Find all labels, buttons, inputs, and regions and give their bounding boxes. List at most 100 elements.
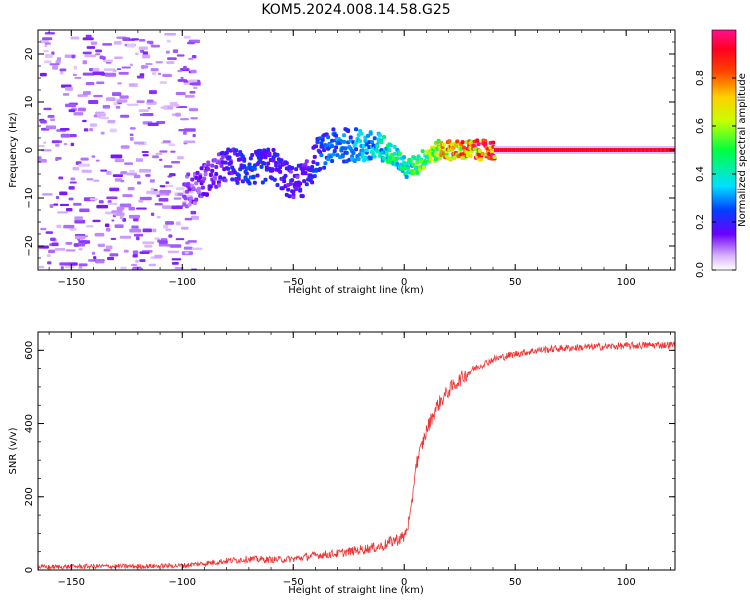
ridge-cell xyxy=(311,160,316,165)
noise-speck xyxy=(128,206,135,211)
noise-speck xyxy=(139,251,150,255)
spectrogram-x-tick-label: −50 xyxy=(283,277,304,288)
noise-speck xyxy=(44,44,48,47)
noise-speck xyxy=(119,215,124,220)
noise-speck xyxy=(183,140,196,144)
noise-speck xyxy=(189,82,201,86)
noise-speck xyxy=(53,203,59,206)
noise-speck xyxy=(71,54,75,59)
noise-speck xyxy=(175,221,181,226)
ridge-cell xyxy=(227,155,232,160)
noise-speck xyxy=(159,158,163,161)
noise-speck xyxy=(139,113,149,116)
ridge-cell xyxy=(267,151,272,156)
noise-speck xyxy=(121,66,131,69)
ridge-cell xyxy=(255,173,260,178)
noise-speck xyxy=(62,93,70,96)
noise-speck xyxy=(163,224,169,229)
noise-speck xyxy=(109,187,120,192)
noise-speck xyxy=(79,208,90,213)
noise-speck xyxy=(43,107,52,111)
noise-speck xyxy=(169,101,178,105)
noise-speck xyxy=(86,178,94,181)
noise-speck xyxy=(92,71,105,76)
spectrogram-x-tick-label: 0 xyxy=(401,277,407,288)
noise-speck xyxy=(55,60,61,64)
spectrogram-y-tick-label: −20 xyxy=(24,235,35,256)
ridge-cell xyxy=(492,155,497,160)
noise-speck xyxy=(159,189,172,194)
noise-speck xyxy=(120,145,130,149)
ridge-cell xyxy=(392,144,397,149)
noise-speck xyxy=(95,53,101,56)
snr-y-label: SNR (v/v) xyxy=(8,427,19,474)
noise-speck xyxy=(155,61,163,64)
ridge-cell xyxy=(304,182,309,187)
noise-speck xyxy=(40,120,47,124)
noise-speck xyxy=(190,215,200,220)
noise-speck xyxy=(165,181,170,184)
noise-speck xyxy=(142,154,149,157)
noise-speck xyxy=(70,177,76,181)
noise-speck xyxy=(78,242,86,247)
noise-speck xyxy=(136,75,145,79)
ridge-cell xyxy=(235,180,240,185)
ridge-cell xyxy=(242,157,247,162)
noise-speck xyxy=(162,140,171,143)
noise-speck xyxy=(95,260,105,264)
noise-speck xyxy=(138,38,146,42)
ridge-cell xyxy=(219,163,224,168)
noise-speck xyxy=(152,228,157,233)
colorbar-ticks: 0.0 0.2 0.4 0.6 0.8 xyxy=(695,70,736,278)
noise-speck xyxy=(157,72,162,75)
noise-speck xyxy=(113,40,122,45)
noise-speck xyxy=(78,265,83,269)
ridge-cell xyxy=(291,195,296,200)
noise-speck xyxy=(58,176,64,180)
ridge-cell xyxy=(214,171,219,176)
noise-speck xyxy=(96,81,105,85)
noise-speck xyxy=(38,156,42,160)
noise-speck xyxy=(184,217,193,221)
ridge-cell xyxy=(411,162,416,167)
noise-speck xyxy=(154,254,163,258)
noise-speck xyxy=(165,228,172,232)
noise-speck xyxy=(140,65,149,69)
noise-speck xyxy=(51,242,59,247)
ridge-cell xyxy=(284,161,289,166)
ridge-cell xyxy=(283,173,288,178)
noise-speck xyxy=(42,193,53,196)
noise-speck xyxy=(188,57,194,60)
ridge-cell xyxy=(266,161,271,166)
noise-speck xyxy=(103,248,111,252)
noise-speck xyxy=(180,118,190,121)
noise-speck xyxy=(91,251,96,255)
noise-speck xyxy=(192,133,196,138)
noise-speck xyxy=(78,263,88,267)
ridge-cell xyxy=(419,159,424,164)
noise-speck xyxy=(148,90,157,95)
noise-speck xyxy=(105,227,111,232)
noise-speck xyxy=(183,246,193,250)
ridge-cell xyxy=(395,162,400,167)
ridge-cell xyxy=(398,152,403,157)
ridge-cell xyxy=(334,133,339,138)
noise-speck xyxy=(191,247,203,250)
ridge-cell xyxy=(216,183,221,188)
noise-speck xyxy=(111,92,122,96)
noise-speck xyxy=(120,266,127,270)
ridge-cell xyxy=(477,149,482,154)
ridge-cell xyxy=(447,139,452,144)
noise-speck xyxy=(129,136,134,141)
ridge-cell xyxy=(194,197,199,202)
ridge-cell xyxy=(420,149,425,154)
ridge-cell xyxy=(278,165,283,170)
noise-speck xyxy=(44,54,53,58)
noise-speck xyxy=(65,207,73,212)
noise-speck xyxy=(126,172,138,176)
ridge-cell xyxy=(194,175,199,180)
noise-speck xyxy=(69,228,77,231)
noise-speck xyxy=(92,219,101,223)
noise-speck xyxy=(73,65,77,70)
noise-speck xyxy=(68,197,74,201)
